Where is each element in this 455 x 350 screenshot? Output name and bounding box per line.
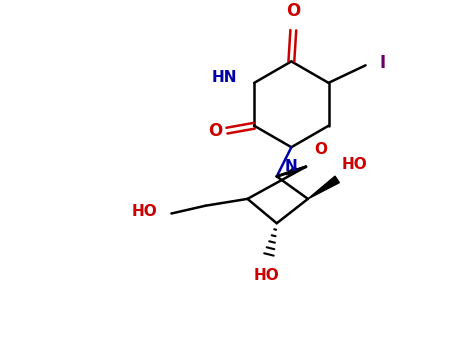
Text: HO: HO: [132, 204, 158, 219]
Text: O: O: [208, 122, 222, 140]
Polygon shape: [308, 176, 339, 199]
Text: O: O: [314, 142, 327, 157]
Text: O: O: [286, 2, 300, 20]
Text: N: N: [285, 159, 298, 174]
Text: HN: HN: [211, 70, 237, 85]
Text: I: I: [379, 54, 385, 72]
Text: HO: HO: [254, 268, 280, 283]
Text: HO: HO: [342, 156, 368, 172]
